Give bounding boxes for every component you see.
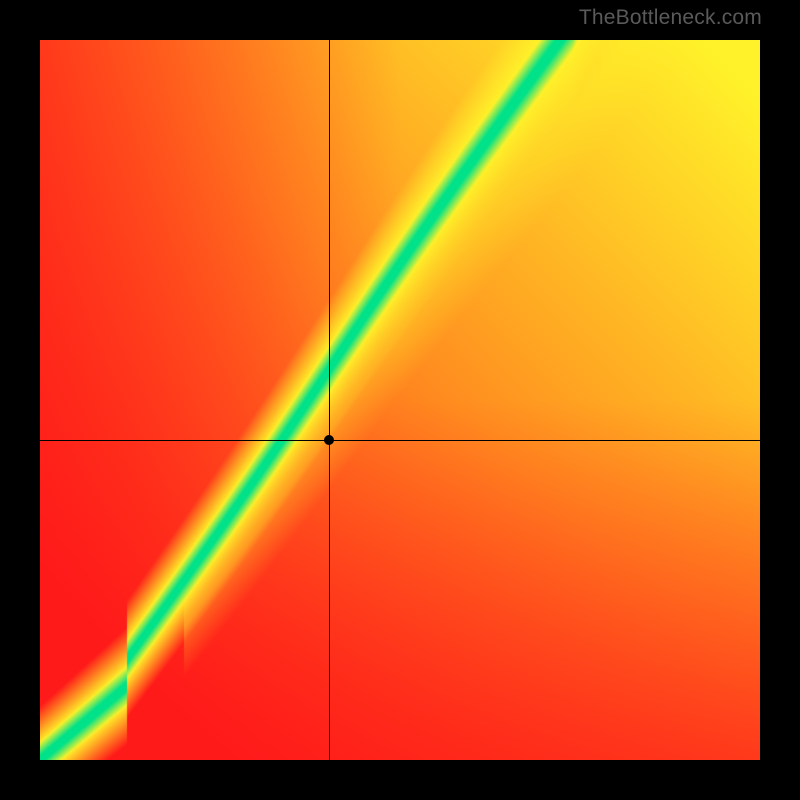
heatmap-canvas: [40, 40, 760, 760]
plot-area: [40, 40, 760, 760]
watermark-text: TheBottleneck.com: [579, 6, 762, 30]
chart-frame: TheBottleneck.com: [0, 0, 800, 800]
crosshair-marker: [324, 435, 334, 445]
crosshair-horizontal: [40, 440, 760, 441]
crosshair-vertical: [329, 40, 330, 760]
